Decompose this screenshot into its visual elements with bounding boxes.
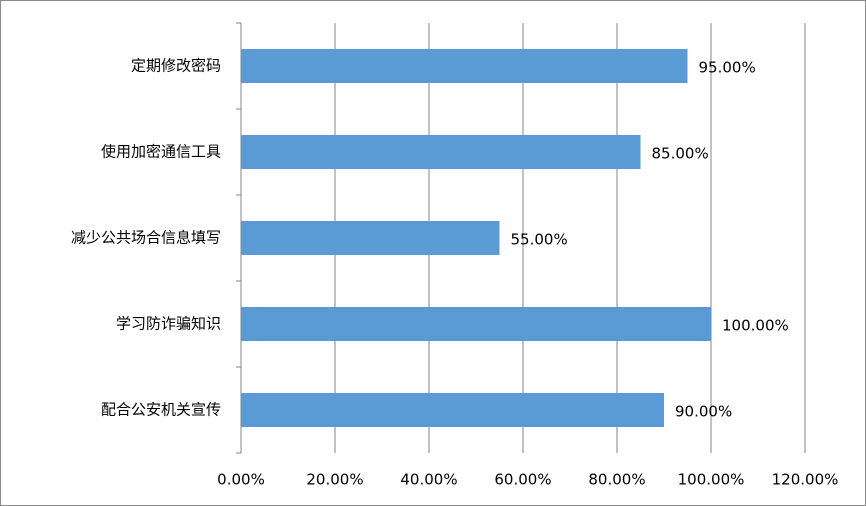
y-tick-label: 学习防诈骗知识	[116, 315, 221, 333]
bar	[241, 135, 641, 169]
value-label: 90.00%	[675, 403, 732, 421]
x-tick-label: 100.00%	[678, 471, 745, 489]
y-tick-label: 配合公安机关宣传	[101, 401, 221, 419]
y-tick-label: 使用加密通信工具	[101, 143, 221, 161]
x-tick-label: 60.00%	[494, 471, 551, 489]
bar	[241, 49, 688, 83]
x-tick-label: 20.00%	[306, 471, 363, 489]
value-label: 100.00%	[722, 317, 789, 335]
y-tick-label: 减少公共场合信息填写	[71, 229, 221, 247]
x-tick-label: 80.00%	[588, 471, 645, 489]
value-label: 55.00%	[511, 231, 568, 249]
value-label: 95.00%	[699, 59, 756, 77]
bar	[241, 393, 664, 427]
x-tick-label: 40.00%	[400, 471, 457, 489]
bar	[241, 221, 500, 255]
x-tick-label: 0.00%	[217, 471, 265, 489]
x-tick-label: 120.00%	[772, 471, 839, 489]
y-tick-label: 定期修改密码	[131, 57, 221, 75]
bar	[241, 307, 711, 341]
value-label: 85.00%	[652, 145, 709, 163]
